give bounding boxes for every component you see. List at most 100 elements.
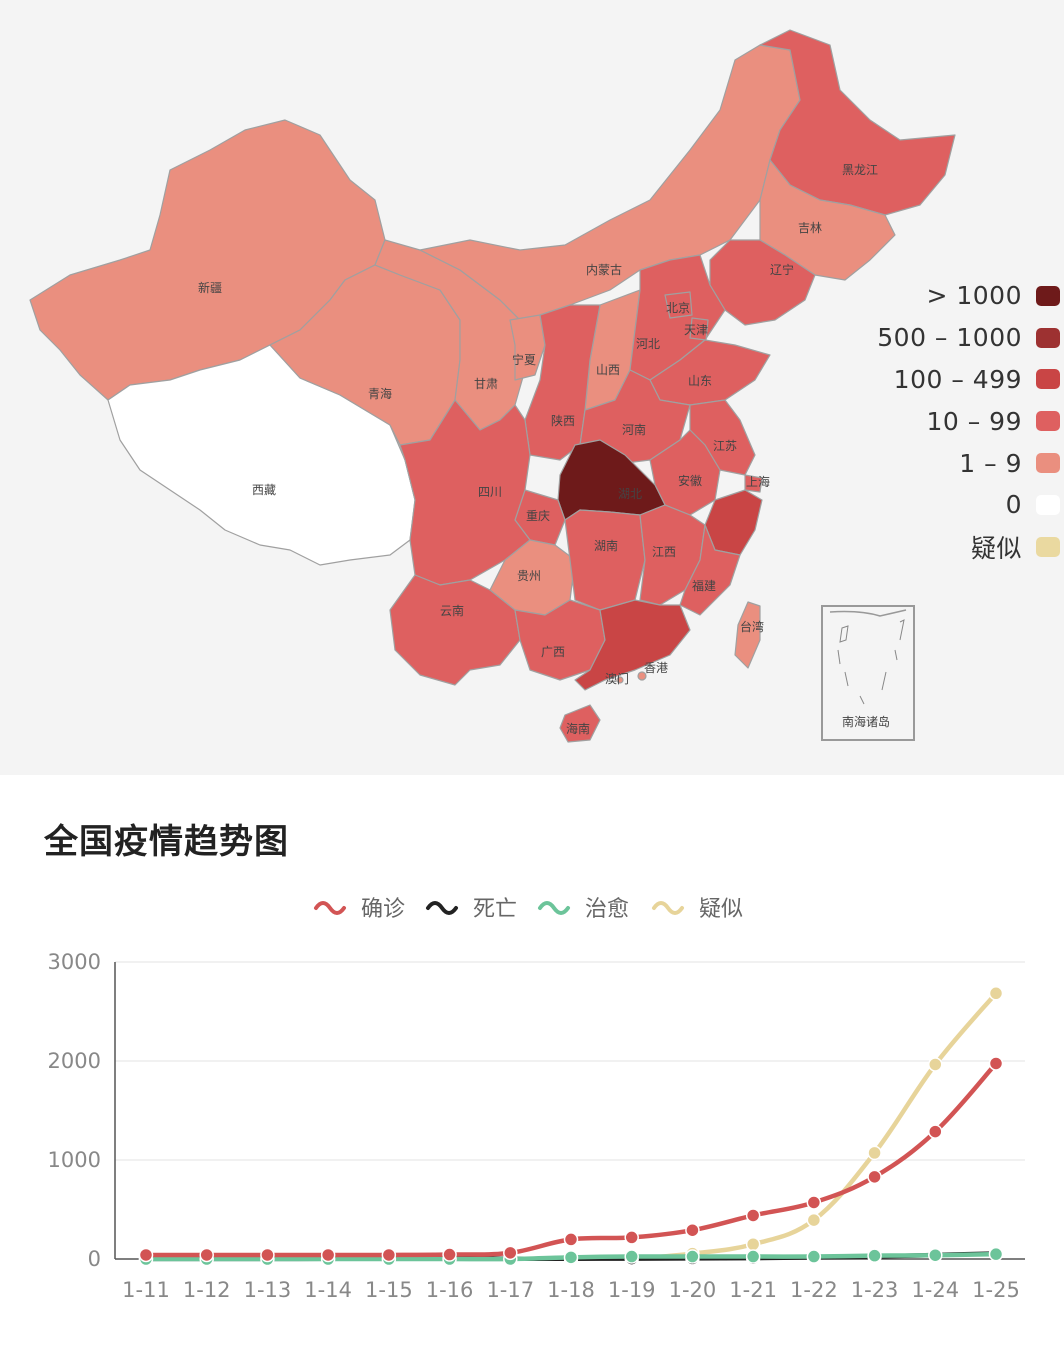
region-macau[interactable] bbox=[616, 676, 624, 684]
legend-series-label[interactable]: 疑似 bbox=[699, 897, 743, 922]
y-tick-label: 1000 bbox=[48, 1148, 101, 1172]
province-heilongjiang[interactable] bbox=[759, 29, 956, 216]
data-point[interactable] bbox=[928, 1057, 943, 1072]
x-tick-label: 1-24 bbox=[911, 1278, 959, 1302]
series-1 bbox=[138, 1056, 1004, 1263]
legend-item[interactable]: 0 bbox=[820, 484, 1060, 526]
data-point[interactable] bbox=[806, 1212, 822, 1228]
province-label-xizang: 西藏 bbox=[252, 483, 276, 497]
province-guangdong[interactable] bbox=[574, 599, 691, 691]
legend-label: 100 – 499 bbox=[893, 364, 1022, 394]
data-point[interactable] bbox=[624, 1230, 639, 1245]
province-label-shaanxi: 陕西 bbox=[551, 413, 575, 428]
chart-grid bbox=[114, 961, 1025, 1260]
province-label-macau: 澳门 bbox=[605, 671, 629, 686]
province-yunnan[interactable] bbox=[389, 574, 521, 686]
province-sichuan[interactable] bbox=[399, 399, 531, 586]
x-tick-label: 1-15 bbox=[365, 1278, 413, 1302]
province-label-hubei: 湖北 bbox=[618, 486, 642, 501]
province-hainan[interactable] bbox=[559, 704, 601, 743]
province-label-shanxi: 山西 bbox=[596, 363, 620, 377]
data-point[interactable] bbox=[442, 1247, 457, 1262]
province-label-neimenggu: 内蒙古 bbox=[586, 262, 622, 277]
province-taiwan[interactable] bbox=[734, 601, 761, 669]
data-point[interactable] bbox=[988, 986, 1004, 1001]
legend-item[interactable]: 疑似 bbox=[820, 526, 1060, 568]
x-tick-label: 1-22 bbox=[790, 1278, 838, 1302]
province-label-liaoning: 辽宁 bbox=[770, 262, 794, 277]
province-fujian[interactable] bbox=[679, 524, 741, 616]
legend-label: 1 – 9 bbox=[959, 448, 1022, 478]
legend-swatch bbox=[1036, 411, 1060, 432]
data-point[interactable] bbox=[503, 1245, 518, 1261]
x-tick-label: 1-23 bbox=[851, 1278, 899, 1302]
province-label-tianjin: 天津 bbox=[684, 323, 708, 337]
legend-series-label[interactable]: 死亡 bbox=[473, 897, 517, 922]
province-hunan[interactable] bbox=[564, 509, 646, 611]
data-point[interactable] bbox=[745, 1249, 761, 1264]
province-label-jiangsu: 江苏 bbox=[713, 439, 737, 453]
data-point[interactable] bbox=[563, 1250, 579, 1265]
data-point[interactable] bbox=[928, 1124, 943, 1139]
legend-item[interactable]: > 1000 bbox=[820, 275, 1060, 317]
data-point[interactable] bbox=[624, 1249, 639, 1264]
data-point[interactable] bbox=[260, 1247, 275, 1263]
data-point[interactable] bbox=[320, 1247, 336, 1263]
legend-label: 0 bbox=[1005, 490, 1022, 520]
province-label-gansu: 甘肃 bbox=[474, 377, 498, 391]
data-point[interactable] bbox=[138, 1247, 154, 1263]
province-label-fujian: 福建 bbox=[692, 578, 716, 593]
chart-x-axis: 1-11 1-12 1-13 1-14 1-15 1-16 1-17 1-18 1-19 1-20… bbox=[122, 1278, 1020, 1302]
data-point[interactable] bbox=[806, 1195, 822, 1210]
legend-item[interactable]: 1 – 9 bbox=[820, 442, 1060, 484]
data-point[interactable] bbox=[563, 1232, 579, 1247]
province-liaoning[interactable] bbox=[709, 239, 816, 326]
province-shanghai[interactable] bbox=[744, 474, 763, 493]
x-tick-label: 1-21 bbox=[729, 1278, 777, 1302]
chart-y-axis: 3000 2000 1000 0 bbox=[48, 950, 101, 1271]
province-label-hainan: 海南 bbox=[566, 721, 590, 736]
province-shaanxi[interactable] bbox=[524, 304, 601, 461]
x-tick-label: 1-18 bbox=[547, 1278, 595, 1302]
legend-item[interactable]: 500 – 1000 bbox=[820, 317, 1060, 359]
legend-item[interactable]: 10 – 99 bbox=[820, 400, 1060, 442]
province-label-hongkong: 香港 bbox=[644, 661, 668, 675]
province-beijing[interactable] bbox=[664, 291, 693, 319]
legend-series-icon bbox=[538, 901, 570, 915]
data-point[interactable] bbox=[867, 1169, 882, 1185]
province-label-sichuan: 四川 bbox=[478, 485, 502, 499]
legend-series-label[interactable]: 确诊 bbox=[361, 897, 405, 922]
province-label-guizhou: 贵州 bbox=[517, 569, 541, 583]
data-point[interactable] bbox=[988, 1246, 1004, 1262]
legend-swatch bbox=[1036, 327, 1060, 348]
legend-series-label[interactable]: 治愈 bbox=[585, 897, 629, 922]
x-tick-label: 1-16 bbox=[426, 1278, 474, 1302]
chart-legend: 确诊 死亡 治愈 疑似 bbox=[314, 897, 743, 922]
y-tick-label: 2000 bbox=[48, 1049, 101, 1073]
region-hongkong[interactable] bbox=[637, 671, 647, 681]
province-ningxia[interactable] bbox=[509, 314, 546, 381]
province-label-qinghai: 青海 bbox=[368, 386, 392, 401]
province-label-hunan: 湖南 bbox=[594, 538, 618, 553]
legend-swatch bbox=[1036, 369, 1060, 390]
data-point[interactable] bbox=[745, 1236, 761, 1252]
china-map-panel: 新疆 西藏 青海 甘肃 内蒙古 黑龙江 吉林 辽宁 北京 天津 河北 山西 宁夏 陕西 山东 河南 江苏 安徽 上海… bbox=[0, 0, 1064, 775]
map-legend: > 1000 500 – 1000 100 – 499 10 – 99 1 – 9 0 疑似 bbox=[820, 275, 1060, 568]
legend-item[interactable]: 100 – 499 bbox=[820, 359, 1060, 401]
data-point[interactable] bbox=[867, 1248, 882, 1263]
data-point[interactable] bbox=[867, 1145, 882, 1161]
data-point[interactable] bbox=[381, 1247, 397, 1263]
province-label-chongqing: 重庆 bbox=[526, 509, 550, 523]
x-tick-label: 1-19 bbox=[608, 1278, 656, 1302]
data-point[interactable] bbox=[685, 1222, 700, 1238]
trend-chart-title: 全国疫情趋势图 bbox=[44, 822, 289, 862]
x-tick-label: 1-12 bbox=[183, 1278, 231, 1302]
data-point[interactable] bbox=[199, 1247, 214, 1263]
data-point[interactable] bbox=[745, 1208, 761, 1223]
data-point[interactable] bbox=[685, 1249, 700, 1264]
data-point[interactable] bbox=[928, 1247, 943, 1263]
data-point[interactable] bbox=[806, 1249, 822, 1264]
data-point[interactable] bbox=[988, 1056, 1004, 1071]
